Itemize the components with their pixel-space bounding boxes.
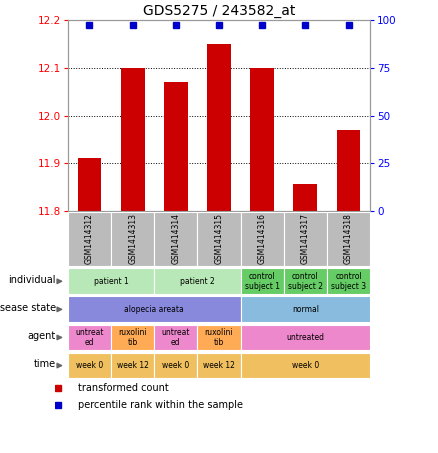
- Bar: [198, 352, 240, 379]
- Text: normal: normal: [292, 305, 319, 314]
- Text: untreated: untreated: [286, 333, 325, 342]
- Text: GSM1414315: GSM1414315: [215, 213, 223, 265]
- Text: control
subject 2: control subject 2: [288, 272, 323, 291]
- Bar: [198, 324, 240, 351]
- Text: week 0: week 0: [162, 361, 190, 370]
- Bar: [154, 212, 198, 266]
- Bar: [111, 352, 154, 379]
- Text: week 12: week 12: [203, 361, 235, 370]
- Text: GSM1414314: GSM1414314: [171, 213, 180, 265]
- Text: week 0: week 0: [292, 361, 319, 370]
- Bar: [68, 324, 111, 351]
- Bar: [240, 268, 284, 294]
- Bar: [154, 352, 198, 379]
- Bar: [164, 82, 188, 211]
- Bar: [68, 352, 111, 379]
- Bar: [240, 352, 370, 379]
- Bar: [240, 324, 370, 351]
- Bar: [111, 324, 154, 351]
- Text: GSM1414312: GSM1414312: [85, 213, 94, 265]
- Text: time: time: [34, 359, 56, 370]
- Bar: [68, 268, 154, 294]
- Bar: [337, 130, 360, 211]
- Bar: [154, 324, 198, 351]
- Text: percentile rank within the sample: percentile rank within the sample: [78, 400, 243, 410]
- Bar: [154, 268, 240, 294]
- Bar: [284, 268, 327, 294]
- Text: alopecia areata: alopecia areata: [124, 305, 184, 314]
- Text: GSM1414317: GSM1414317: [301, 213, 310, 265]
- Text: untreat
ed: untreat ed: [162, 328, 190, 347]
- Bar: [240, 296, 370, 323]
- Bar: [68, 212, 111, 266]
- Text: ruxolini
tib: ruxolini tib: [205, 328, 233, 347]
- Text: transformed count: transformed count: [78, 382, 169, 393]
- Bar: [207, 44, 231, 211]
- Text: individual: individual: [8, 275, 56, 285]
- Text: agent: agent: [28, 331, 56, 342]
- Text: patient 2: patient 2: [180, 277, 215, 286]
- Text: week 12: week 12: [117, 361, 148, 370]
- Text: untreat
ed: untreat ed: [75, 328, 104, 347]
- Bar: [198, 212, 240, 266]
- Bar: [250, 68, 274, 211]
- Text: ruxolini
tib: ruxolini tib: [118, 328, 147, 347]
- Title: GDS5275 / 243582_at: GDS5275 / 243582_at: [143, 4, 295, 18]
- Text: control
subject 3: control subject 3: [331, 272, 366, 291]
- Text: disease state: disease state: [0, 303, 56, 313]
- Bar: [121, 68, 145, 211]
- Text: patient 1: patient 1: [94, 277, 128, 286]
- Bar: [293, 184, 317, 211]
- Bar: [78, 159, 101, 211]
- Bar: [327, 212, 370, 266]
- Bar: [284, 212, 327, 266]
- Text: GSM1414318: GSM1414318: [344, 213, 353, 265]
- Text: GSM1414313: GSM1414313: [128, 213, 137, 265]
- Bar: [240, 212, 284, 266]
- Bar: [327, 268, 370, 294]
- Text: GSM1414316: GSM1414316: [258, 213, 267, 265]
- Text: week 0: week 0: [76, 361, 103, 370]
- Bar: [68, 296, 240, 323]
- Bar: [111, 212, 154, 266]
- Text: control
subject 1: control subject 1: [245, 272, 280, 291]
